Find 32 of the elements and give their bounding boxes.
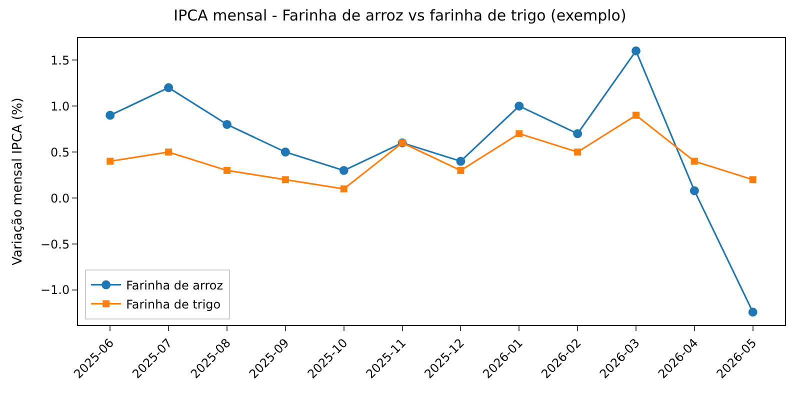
legend-label: Farinha de arroz — [126, 278, 224, 292]
point — [456, 156, 466, 166]
point — [224, 166, 230, 174]
y-tick-label: 0.0 — [50, 191, 70, 206]
chart-title: IPCA mensal - Farinha de arroz vs farinha de trigo (exemplo) — [174, 6, 626, 24]
point — [690, 186, 699, 196]
point — [106, 110, 115, 120]
point — [632, 46, 640, 56]
point — [282, 176, 289, 184]
point — [280, 148, 290, 157]
point — [632, 112, 640, 119]
y-tick-label: 0.5 — [50, 145, 70, 160]
legend-label: Farinha de trigo — [126, 297, 221, 312]
y-tick-label: −1.0 — [40, 283, 70, 298]
point — [164, 83, 174, 92]
point — [690, 158, 698, 165]
point — [748, 308, 758, 317]
point — [457, 166, 464, 174]
y-tick-label: −0.5 — [40, 237, 70, 252]
point — [165, 148, 172, 156]
point — [516, 130, 523, 138]
y-tick-label: 1.5 — [50, 53, 70, 68]
point — [749, 176, 756, 184]
point — [222, 120, 232, 129]
y-axis-title: Variação mensal IPCA (%) — [10, 98, 26, 266]
point — [574, 148, 582, 156]
point — [340, 185, 348, 192]
point — [573, 129, 582, 138]
y-tick-label: 1.0 — [50, 99, 70, 114]
point — [514, 102, 524, 111]
point — [339, 166, 348, 175]
point — [106, 158, 114, 165]
